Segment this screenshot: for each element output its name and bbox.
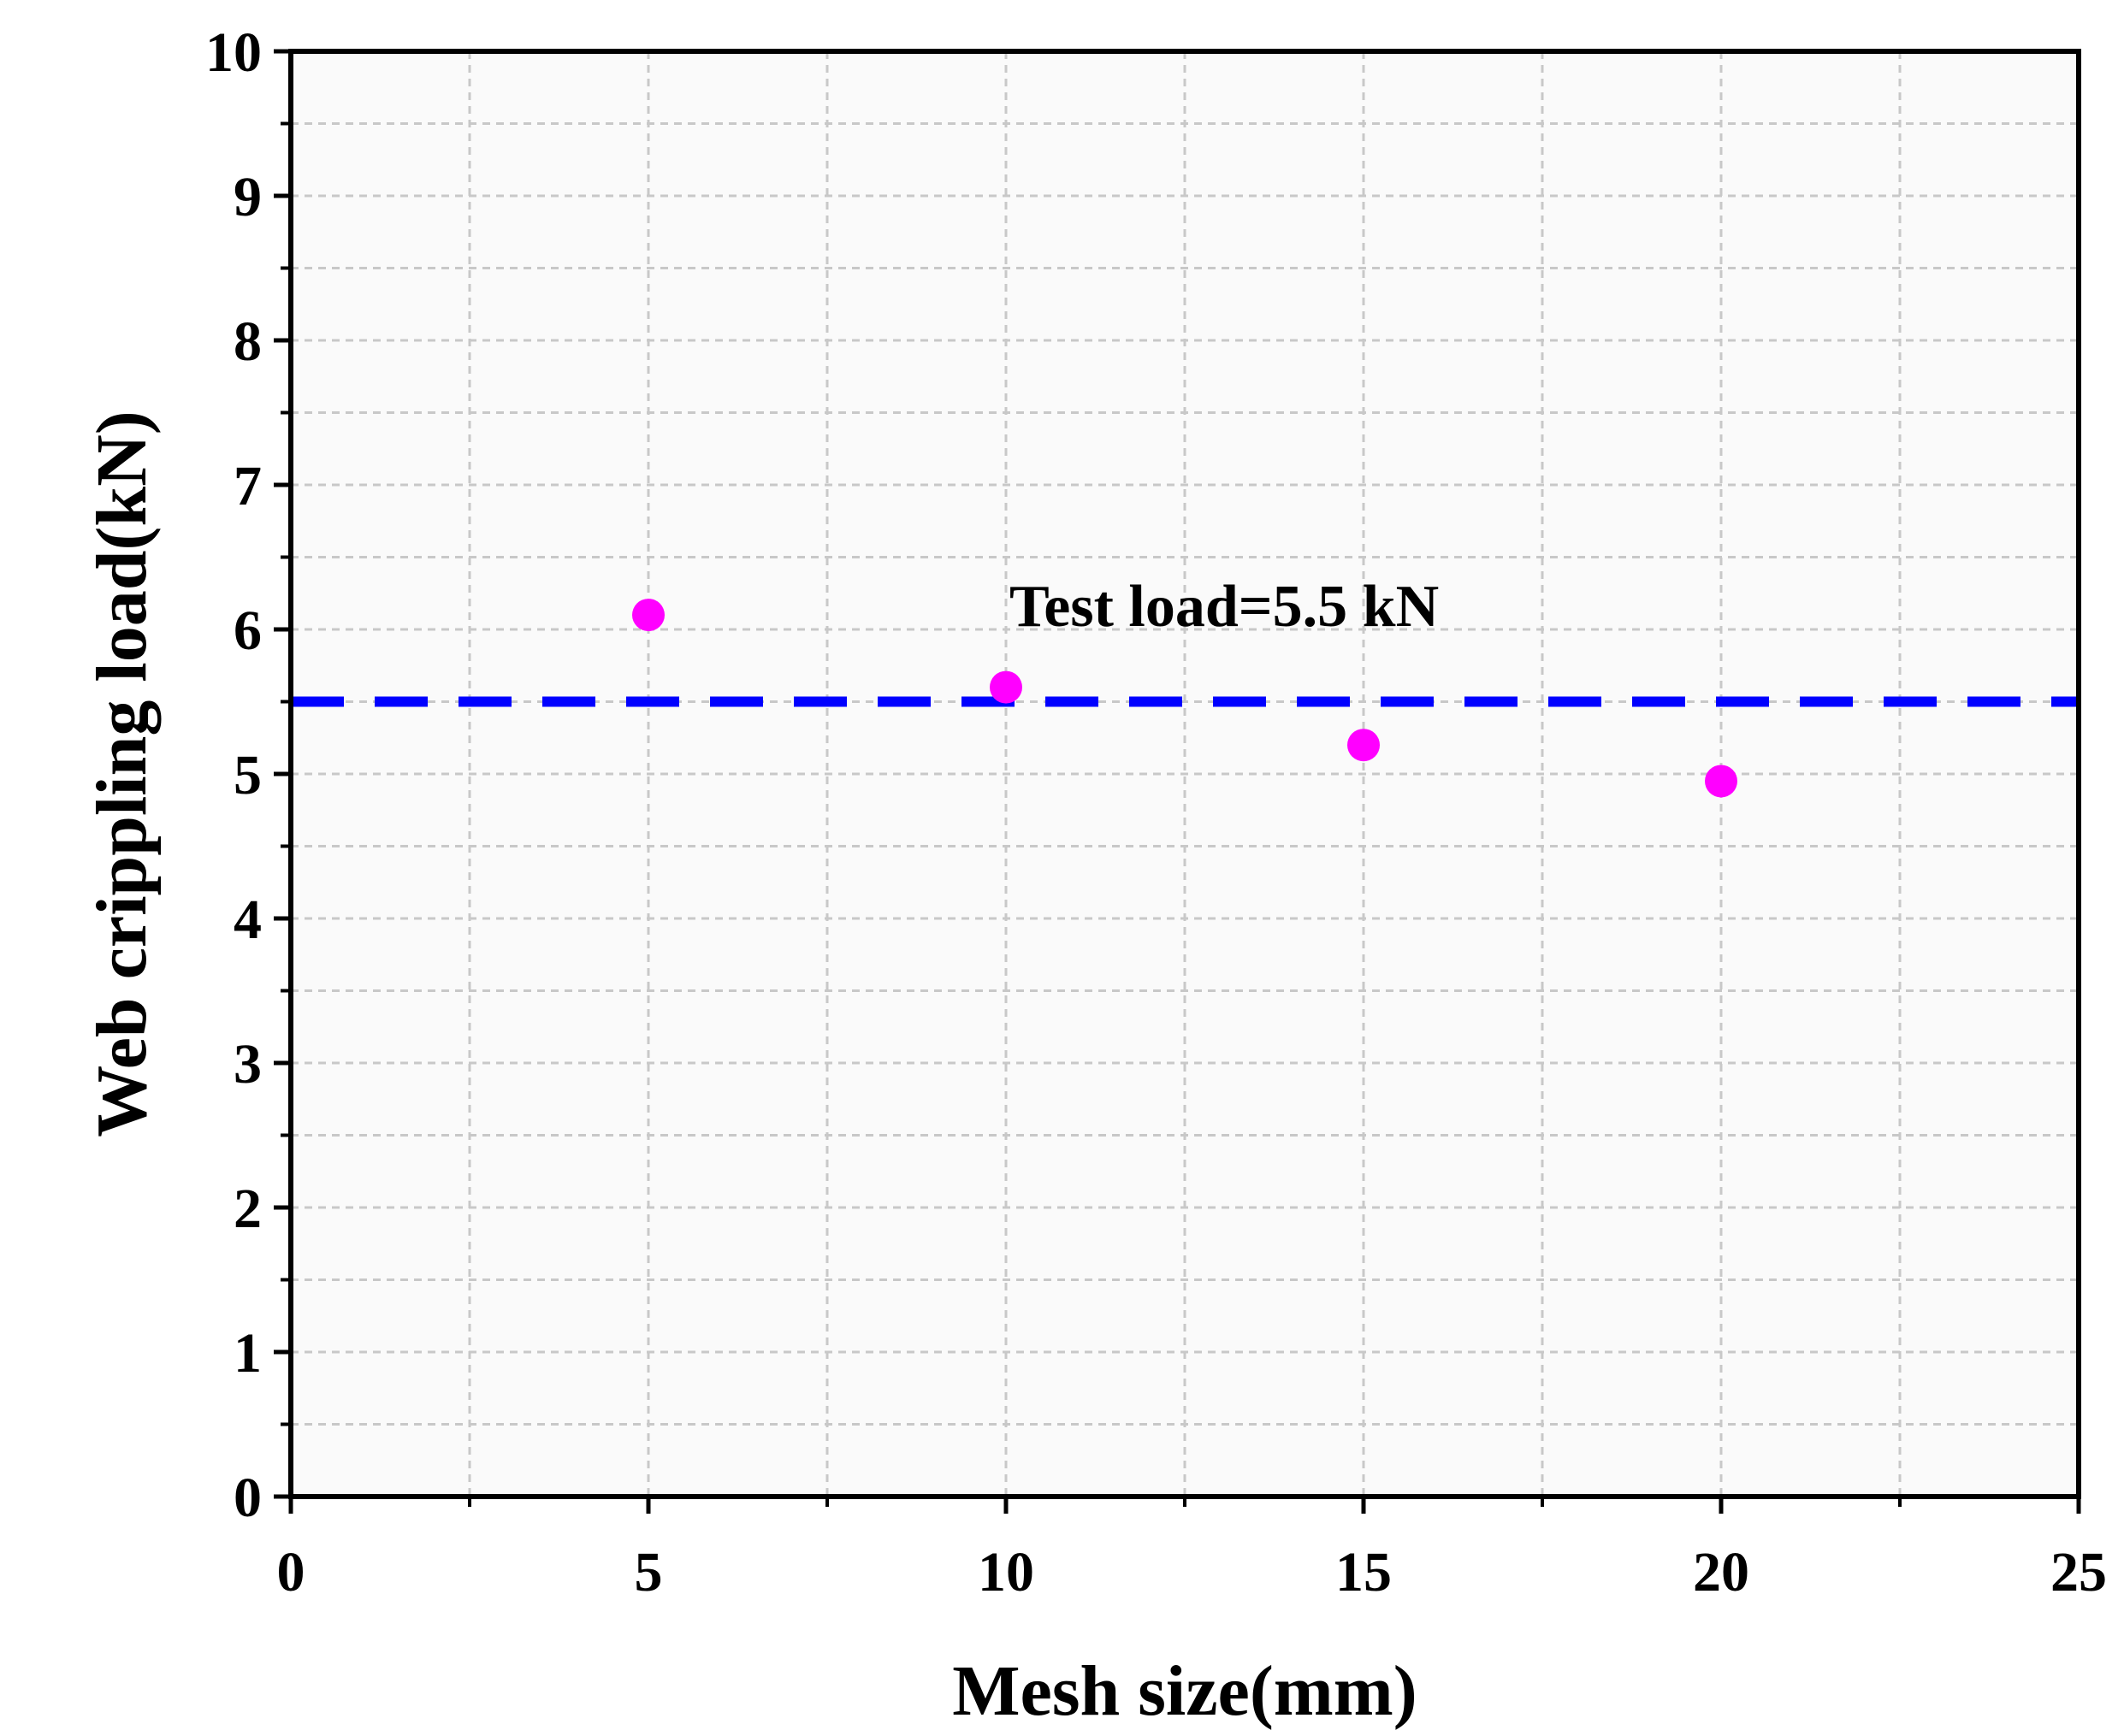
y-tick-label: 6: [234, 599, 262, 662]
y-tick-labels: 0 1 2 3 4 5 6 7 8 9 10: [205, 21, 262, 1529]
x-tick-label: 5: [635, 1541, 663, 1603]
y-tick-label: 3: [234, 1033, 262, 1095]
y-tick-label: 2: [234, 1178, 262, 1240]
data-point: [990, 670, 1022, 704]
y-tick-label: 10: [205, 21, 262, 84]
y-tick-label: 5: [234, 744, 262, 806]
data-point: [1347, 729, 1380, 762]
x-tick-label: 20: [1693, 1541, 1749, 1603]
x-tick-label: 15: [1335, 1541, 1392, 1603]
x-tick-label: 0: [277, 1541, 305, 1603]
y-tick-label: 8: [234, 310, 262, 373]
y-tick-label: 9: [234, 166, 262, 228]
y-tick-label: 0: [234, 1467, 262, 1529]
test-load-annotation: Test load=5.5 kN: [1009, 574, 1439, 640]
data-point: [632, 599, 665, 632]
y-tick-label: 7: [234, 455, 262, 517]
data-points: [632, 599, 1737, 798]
x-axis-title: Mesh size(mm): [952, 1651, 1417, 1731]
x-tick-label: 10: [978, 1541, 1034, 1603]
tick-marks: [274, 49, 2081, 1514]
data-point: [1705, 765, 1737, 798]
y-tick-label: 4: [234, 889, 262, 951]
y-tick-label: 1: [234, 1322, 262, 1385]
y-axis-title: Web crippling load(kN): [82, 410, 162, 1137]
x-tick-label: 25: [2050, 1541, 2107, 1603]
x-tick-labels: 0 5 10 15 20 25: [277, 1541, 2108, 1603]
grid-lines: [291, 51, 2079, 1497]
